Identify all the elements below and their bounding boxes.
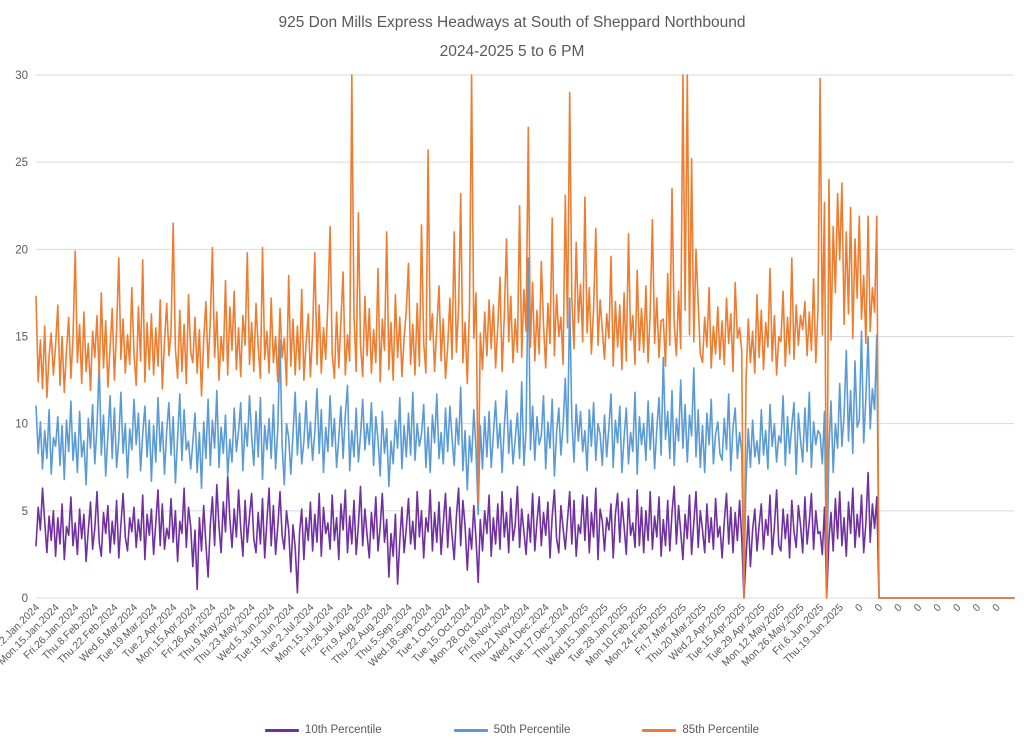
legend-item-50th-percentile: 50th Percentile (453, 724, 571, 736)
svg-text:10: 10 (15, 419, 28, 431)
svg-text:20: 20 (15, 244, 28, 256)
series-line-50th-percentile (35, 257, 1015, 599)
svg-text:0: 0 (912, 602, 925, 615)
legend-swatch-10th-percentile-icon (264, 728, 299, 732)
svg-text:0: 0 (990, 602, 1003, 615)
svg-text:15: 15 (15, 332, 28, 344)
legend-label-10th-percentile: 10th Percentile (304, 724, 382, 736)
chart-title-line-1: 925 Don Mills Express Headways at South … (278, 14, 746, 31)
y-axis-labels: 0 5 10 15 20 25 30 (15, 70, 28, 605)
chart-title-line-2: 2024-2025 5 to 6 PM (439, 43, 585, 60)
svg-text:0: 0 (931, 602, 944, 615)
svg-text:0: 0 (872, 602, 885, 615)
legend-label-50th-percentile: 50th Percentile (493, 724, 571, 736)
svg-text:25: 25 (15, 157, 28, 169)
legend-item-10th-percentile: 10th Percentile (264, 724, 382, 736)
svg-text:0: 0 (951, 602, 964, 615)
svg-text:0: 0 (853, 602, 866, 615)
legend-label-85th-percentile: 85th Percentile (682, 724, 760, 736)
svg-text:0: 0 (892, 602, 905, 615)
svg-text:0: 0 (22, 593, 28, 605)
svg-text:5: 5 (22, 506, 28, 518)
svg-text:30: 30 (15, 70, 28, 82)
plot-area: 0 5 10 15 20 25 30 Tue.2.Jan.2024Mon.15.Jan.202… (0, 70, 1015, 670)
series-line-85th-percentile (35, 74, 1015, 599)
legend: 10th Percentile 50th Percentile 85th Per… (0, 724, 1024, 736)
svg-text:0: 0 (970, 602, 983, 615)
legend-swatch-50th-percentile-icon (453, 728, 488, 732)
series-line-10th-percentile (35, 471, 1015, 599)
x-axis-labels: Tue.2.Jan.2024Mon.15.Jan.2024Fri.26.Jan.… (0, 602, 1003, 670)
legend-item-85th-percentile: 85th Percentile (642, 724, 759, 736)
legend-swatch-85th-percentile-icon (642, 728, 677, 732)
chart-title: 925 Don Mills Express Headways at South … (0, 8, 1024, 66)
